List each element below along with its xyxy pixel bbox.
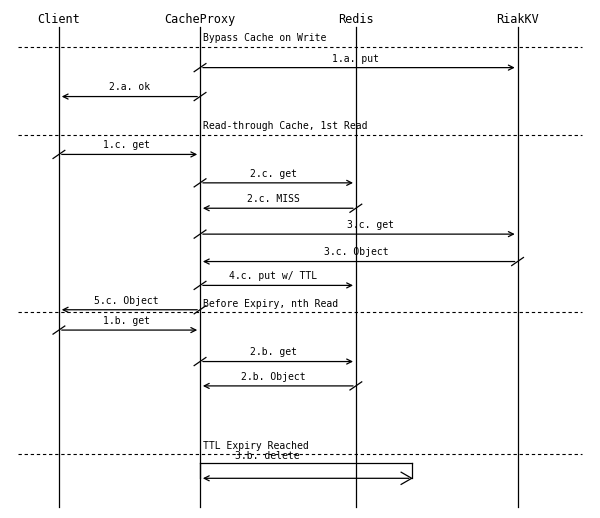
Text: 4.c. put w/ TTL: 4.c. put w/ TTL [229, 271, 317, 281]
Text: 2.b. get: 2.b. get [250, 348, 297, 357]
Text: 3.b. delete: 3.b. delete [235, 451, 300, 461]
Text: Redis: Redis [338, 13, 374, 26]
Text: 1.a. put: 1.a. put [332, 53, 379, 64]
Text: TTL Expiry Reached: TTL Expiry Reached [203, 441, 309, 451]
Text: CacheProxy: CacheProxy [164, 13, 236, 26]
Text: 3.c. get: 3.c. get [347, 220, 394, 230]
Text: Bypass Cache on Write: Bypass Cache on Write [203, 33, 326, 43]
Text: 2.a. ok: 2.a. ok [109, 82, 150, 93]
Text: 2.b. Object: 2.b. Object [241, 372, 306, 382]
Text: 3.c. Object: 3.c. Object [323, 248, 388, 257]
Text: Client: Client [38, 13, 80, 26]
Text: 2.c. MISS: 2.c. MISS [247, 194, 300, 204]
Text: 1.c. get: 1.c. get [103, 140, 150, 150]
Text: 1.b. get: 1.b. get [103, 316, 150, 326]
Text: Read-through Cache, 1st Read: Read-through Cache, 1st Read [203, 121, 367, 131]
Text: 2.c. get: 2.c. get [250, 169, 297, 179]
Text: RiakKV: RiakKV [496, 13, 539, 26]
Text: 5.c. Object: 5.c. Object [94, 296, 159, 306]
Text: Before Expiry, nth Read: Before Expiry, nth Read [203, 299, 338, 309]
